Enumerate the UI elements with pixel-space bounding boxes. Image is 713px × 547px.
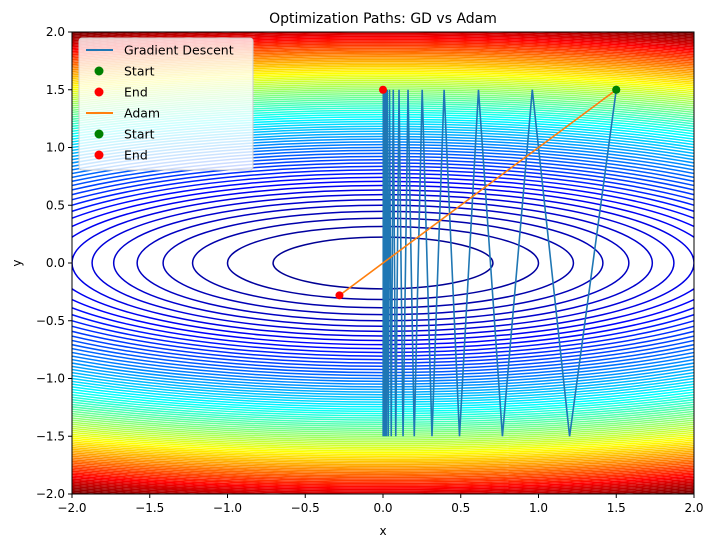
contour-level-54	[72, 70, 694, 456]
x-tick-label: 0.0	[373, 501, 392, 515]
legend-label: Gradient Descent	[124, 43, 234, 58]
contour-level-72	[72, 41, 694, 485]
legend: Gradient Descent Start End Adam Start End	[78, 37, 254, 171]
contour-level-48	[72, 81, 694, 445]
contour-level-78	[72, 32, 694, 494]
marker-end-gradient-descent	[379, 85, 387, 94]
contour-level-68	[72, 47, 694, 479]
contour-level-74	[72, 38, 694, 488]
contour-level-50	[72, 77, 694, 449]
legend-swatch-dot	[94, 87, 104, 97]
legend-box	[78, 37, 254, 171]
contour-level-53	[72, 72, 694, 454]
marker-start-adam	[612, 85, 621, 94]
contour-level-52	[72, 74, 694, 452]
y-tick-label: −0.5	[36, 314, 65, 328]
series-lines	[338, 89, 618, 437]
marker-end-adam	[335, 291, 344, 300]
series-line-gradient-descent	[382, 89, 618, 437]
x-tick-label: −1.5	[135, 501, 164, 515]
contour-level-71	[72, 43, 694, 483]
x-axis-label: x	[379, 524, 386, 538]
y-axis-label: y	[10, 259, 24, 266]
contour-level-51	[72, 76, 694, 450]
contour-level-57	[72, 65, 694, 461]
legend-label: Start	[124, 127, 155, 142]
y-tick-label: −2.0	[36, 487, 65, 501]
contour-level-76	[72, 35, 694, 491]
contour-level-60	[72, 60, 694, 466]
legend-label: End	[124, 85, 148, 100]
x-tick-label: 1.0	[529, 501, 548, 515]
contour-level-59	[72, 62, 694, 464]
chart-title: Optimization Paths: GD vs Adam	[269, 11, 497, 27]
legend-swatch-dot	[94, 66, 104, 76]
contour-level-75	[72, 37, 694, 489]
contour-level-67	[72, 49, 694, 477]
contour-level-69	[72, 46, 694, 480]
point-markers	[335, 85, 621, 300]
y-tick-label: −1.5	[36, 429, 65, 443]
series-line-adam	[338, 89, 617, 296]
contour-level-61	[72, 58, 694, 468]
legend-label: Start	[124, 64, 155, 79]
y-tick-label: −1.0	[36, 372, 65, 386]
contour-level-77	[72, 34, 694, 492]
legend-swatch-dot	[94, 150, 104, 160]
y-tick-label: 0.5	[46, 198, 65, 212]
legend-label: Adam	[124, 106, 160, 121]
legend-swatch-dot	[94, 129, 104, 139]
contour-level-47	[72, 83, 694, 443]
x-tick-label: −1.0	[213, 501, 242, 515]
x-tick-label: −2.0	[57, 501, 86, 515]
y-tick-label: 0.0	[46, 256, 65, 270]
x-tick-label: 0.5	[451, 501, 470, 515]
y-tick-label: 1.0	[46, 141, 65, 155]
contour-level-65	[72, 52, 694, 474]
y-tick-label: 2.0	[46, 25, 65, 39]
contour-level-66	[72, 50, 694, 476]
contour-level-64	[72, 54, 694, 472]
contour-level-70	[72, 44, 694, 482]
legend-label: End	[124, 148, 148, 163]
y-axis: −2.0 −1.5 −1.0 −0.5 0.0 0.5 1.0 1.5 2.0	[36, 25, 72, 501]
contour-level-63	[72, 55, 694, 471]
contour-level-58	[72, 63, 694, 463]
contour-level-55	[72, 69, 694, 457]
x-tick-label: 2.0	[684, 501, 703, 515]
x-tick-label: 1.5	[607, 501, 626, 515]
contour-level-73	[72, 40, 694, 486]
contour-level-56	[72, 67, 694, 459]
contour-level-49	[72, 79, 694, 447]
y-tick-label: 1.5	[46, 83, 65, 97]
x-tick-label: −0.5	[291, 501, 320, 515]
x-axis: −2.0 −1.5 −1.0 −0.5 0.0 0.5 1.0 1.5 2.0	[57, 494, 704, 515]
contour-level-62	[72, 57, 694, 469]
